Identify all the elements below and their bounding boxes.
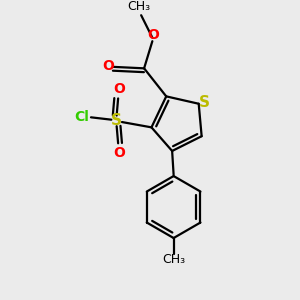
Text: Cl: Cl bbox=[75, 110, 90, 124]
Text: O: O bbox=[102, 59, 114, 73]
Text: CH₃: CH₃ bbox=[127, 0, 150, 14]
Text: S: S bbox=[199, 95, 209, 110]
Text: O: O bbox=[147, 28, 159, 42]
Text: CH₃: CH₃ bbox=[162, 254, 185, 266]
Text: O: O bbox=[113, 146, 125, 160]
Text: S: S bbox=[111, 113, 122, 128]
Text: O: O bbox=[113, 82, 125, 96]
